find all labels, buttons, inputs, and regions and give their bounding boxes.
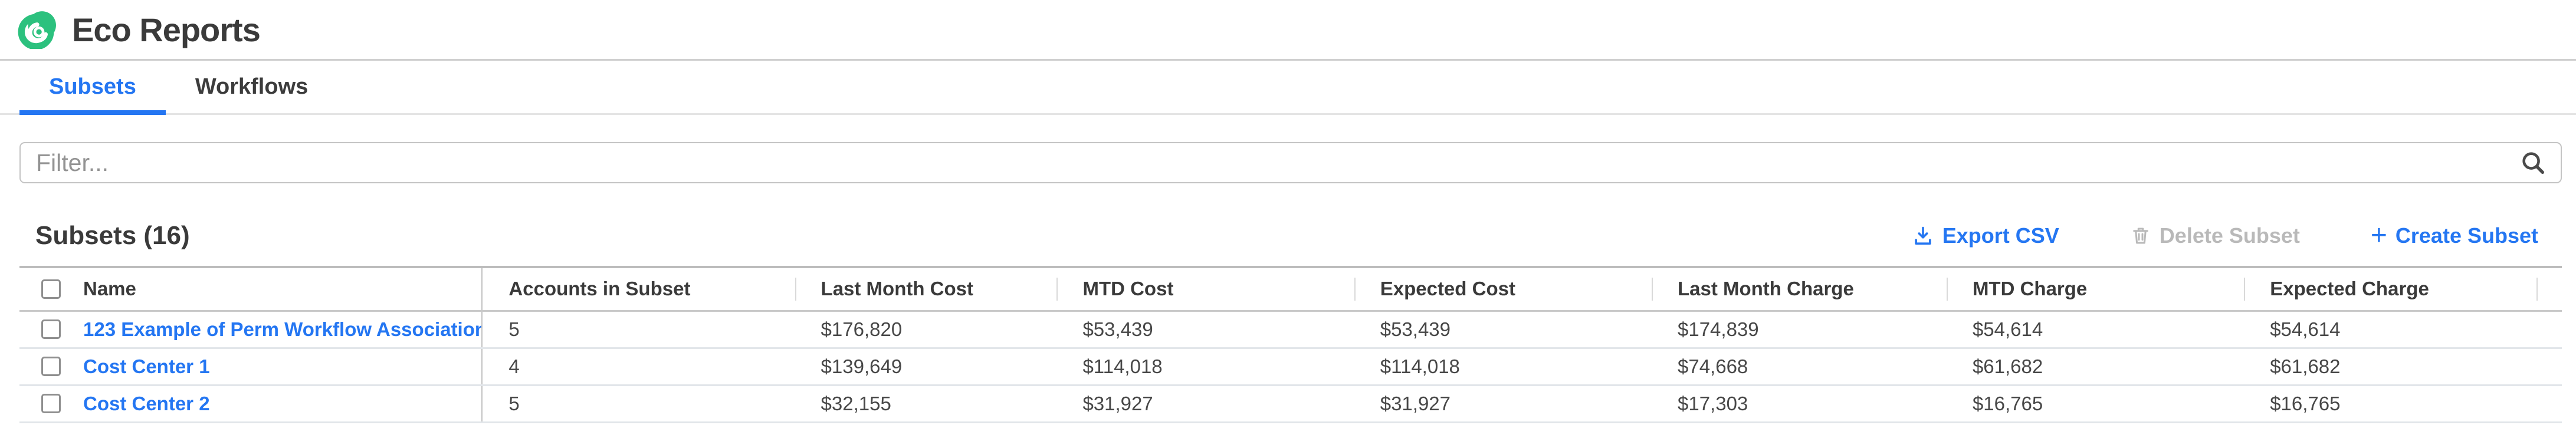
table-row: Cost Center 1 4 $139,649 $114,018 $114,0…: [19, 347, 2562, 385]
spacer-cell: [2536, 309, 2562, 348]
expected-charge-cell: $54,614: [2244, 309, 2536, 348]
mtd-cost-cell: $31,927: [1056, 384, 1354, 423]
column-header-name[interactable]: Name: [19, 267, 483, 312]
column-header-name-label: Name: [83, 278, 136, 300]
table-row: 123 Example of Perm Workflow Association…: [19, 309, 2562, 348]
accounts-cell: 5: [482, 309, 795, 348]
table-row: Cost Center 2 5 $32,155 $31,927 $31,927 …: [19, 384, 2562, 423]
download-icon: [1915, 226, 1931, 245]
export-csv-label: Export CSV: [1942, 223, 2059, 248]
action-buttons: Export CSV Delete Subset + Create Subset: [1912, 220, 2538, 251]
column-header-last-month-cost[interactable]: Last Month Cost: [795, 267, 1057, 312]
filter-input[interactable]: [19, 142, 2562, 183]
mtd-cost-cell: $53,439: [1056, 309, 1354, 348]
expected-charge-cell: $16,765: [2244, 384, 2536, 423]
last-month-cost-cell: $176,820: [795, 309, 1057, 348]
subsets-table: Name Accounts in Subset Last Month Cost …: [19, 266, 2562, 423]
expected-cost-cell: $31,927: [1354, 384, 1652, 423]
spacer-cell: [2536, 347, 2562, 385]
tab-subsets[interactable]: Subsets: [19, 61, 166, 115]
filter-bar: [19, 142, 2562, 183]
search-icon[interactable]: [2519, 149, 2547, 176]
subset-name-link[interactable]: Cost Center 1: [83, 355, 210, 377]
row-checkbox[interactable]: [41, 394, 61, 413]
delete-subset-label: Delete Subset: [2159, 223, 2300, 248]
column-header-mtd-cost[interactable]: MTD Cost: [1056, 267, 1354, 312]
tabs-bar: Subsets Workflows: [0, 61, 2576, 115]
plus-icon: +: [2370, 220, 2387, 251]
row-checkbox[interactable]: [41, 319, 61, 339]
expected-charge-cell: $61,682: [2244, 347, 2536, 385]
mtd-charge-cell: $61,682: [1946, 347, 2244, 385]
trash-icon: [2133, 228, 2148, 244]
app-header: Eco Reports: [0, 0, 2576, 61]
mtd-charge-cell: $54,614: [1946, 309, 2244, 348]
accounts-cell: 5: [482, 384, 795, 423]
delete-subset-button[interactable]: Delete Subset: [2130, 223, 2300, 248]
create-subset-label: Create Subset: [2395, 223, 2538, 248]
page-title: Eco Reports: [72, 11, 261, 48]
column-header-expected-cost[interactable]: Expected Cost: [1354, 267, 1652, 312]
column-header-mtd-charge[interactable]: MTD Charge: [1946, 267, 2244, 312]
mtd-charge-cell: $16,765: [1946, 384, 2244, 423]
subset-name-link[interactable]: 123 Example of Perm Workflow Association: [83, 318, 483, 340]
last-month-cost-cell: $32,155: [795, 384, 1057, 423]
mtd-cost-cell: $114,018: [1056, 347, 1354, 385]
accounts-cell: 4: [482, 347, 795, 385]
subset-name-link[interactable]: Cost Center 2: [83, 392, 210, 414]
section-title: Subsets (16): [35, 221, 190, 250]
last-month-charge-cell: $17,303: [1651, 384, 1947, 423]
tab-workflows[interactable]: Workflows: [195, 74, 309, 99]
row-checkbox[interactable]: [41, 357, 61, 376]
select-all-checkbox[interactable]: [41, 279, 61, 299]
column-header-spacer: [2536, 267, 2562, 312]
eco-reports-logo-icon: [18, 11, 56, 49]
export-csv-button[interactable]: Export CSV: [1912, 223, 2059, 248]
spacer-cell: [2536, 384, 2562, 423]
column-header-last-month-charge[interactable]: Last Month Charge: [1651, 267, 1947, 312]
last-month-charge-cell: $74,668: [1651, 347, 1947, 385]
column-header-expected-charge[interactable]: Expected Charge: [2244, 267, 2536, 312]
table-header-row: Name Accounts in Subset Last Month Cost …: [19, 267, 2562, 312]
last-month-cost-cell: $139,649: [795, 347, 1057, 385]
expected-cost-cell: $114,018: [1354, 347, 1652, 385]
column-header-accounts[interactable]: Accounts in Subset: [482, 267, 795, 312]
expected-cost-cell: $53,439: [1354, 309, 1652, 348]
last-month-charge-cell: $174,839: [1651, 309, 1947, 348]
section-header: Subsets (16) Export CSV Delete Subset + …: [0, 216, 2576, 255]
create-subset-button[interactable]: + Create Subset: [2370, 220, 2538, 251]
